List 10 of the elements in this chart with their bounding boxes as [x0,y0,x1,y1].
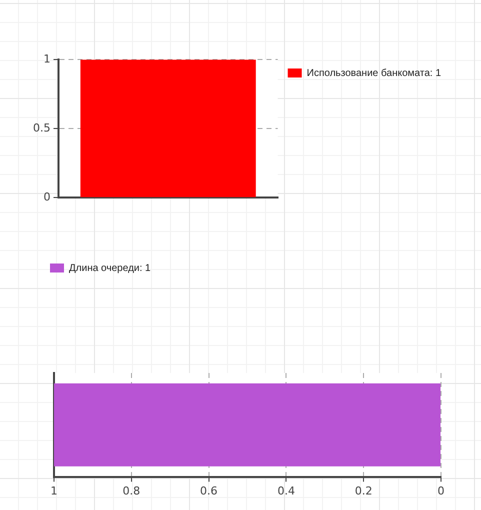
y-tick-label: 0 [43,190,50,204]
x-tick-label: 0.2 [354,484,372,498]
x-tick-label: 0 [438,484,444,498]
y-tick-label: 0.5 [32,121,50,134]
y-tick-label: 1 [43,52,50,66]
x-tick-label: 0.8 [122,484,140,498]
legend-label: Использование банкомата: 1 [306,68,442,79]
legend-label: Длина очереди: 1 [69,262,152,274]
x-tick-label: 0.4 [277,484,295,498]
x-tick-label: 0.6 [200,484,218,498]
